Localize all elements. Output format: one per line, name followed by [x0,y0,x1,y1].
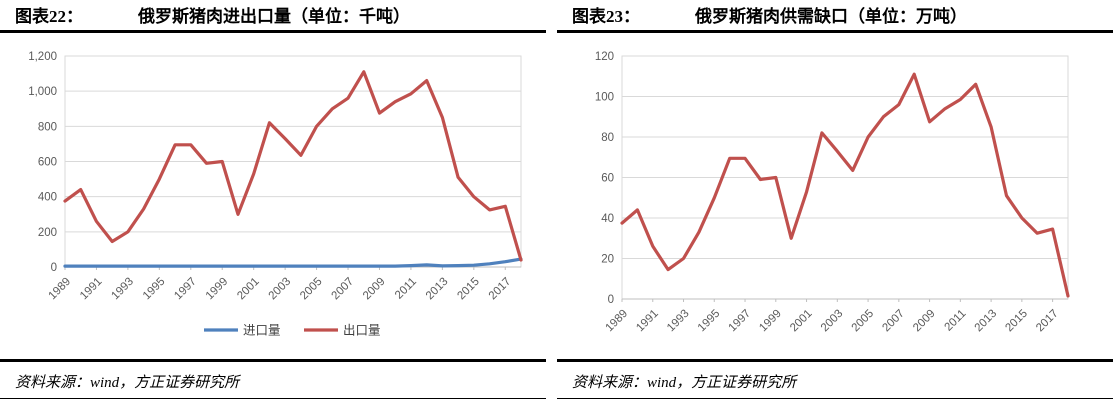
figure-panel-22: 图表22： 俄罗斯猪肉进出口量（单位：千吨） 0 200 400 600 800 1,00… [0,2,546,400]
source-row: 资料来源：wind，方正证券研究所 [557,359,1113,399]
x-tick-label: 2013 [973,308,1000,335]
y-tick-label: 40 [601,213,614,225]
figure-panel-23: 图表23： 俄罗斯猪肉供需缺口（单位：万吨） 0 20 40 60 80 100 120 19… [557,2,1113,400]
x-tick-label: 1991 [634,308,661,335]
x-tick-label: 2007 [880,308,907,335]
x-axis-ticks-and-labels: 1989 1991 1993 1995 1997 1999 2001 2003 2005 2007… [47,267,514,303]
x-tick-label: 1993 [109,276,136,303]
y-tick-label: 1,000 [28,86,57,98]
x-tick-label: 1997 [727,308,754,335]
y-tick-label: 60 [601,173,614,185]
figure-label: 图表22： [15,7,83,26]
legend-label: 进口量 [243,324,281,338]
x-tick-label: 1989 [47,276,74,303]
y-tick-label: 600 [38,157,57,169]
x-tick-label: 2017 [1034,308,1061,335]
x-tick-label: 2003 [267,276,294,303]
gridlines-and-yticks: 0 20 40 60 80 100 120 [595,51,1068,306]
x-tick-label: 2017 [487,276,514,303]
chart-title: 俄罗斯猪肉进出口量（单位：千吨） [138,7,410,26]
chart-area: 0 200 400 600 800 1,000 1,200 1989 1991 1993 1995 1… [0,33,546,359]
x-tick-label: 2005 [298,276,325,303]
x-tick-label: 2015 [455,276,482,303]
x-tick-label: 2009 [911,308,938,335]
y-tick-label: 120 [595,51,614,63]
x-axis-ticks-and-labels: 1989 1991 1993 1995 1997 1999 2001 2003 2005 2007… [604,299,1061,334]
x-tick-label: 1989 [604,308,631,335]
x-tick-label: 2001 [788,308,815,335]
x-tick-label: 2005 [850,308,877,335]
figure-header: 图表22： 俄罗斯猪肉进出口量（单位：千吨） [0,2,546,33]
series-line-进口量 [63,257,523,268]
series-line-出口量 [63,70,523,262]
y-tick-label: 400 [38,192,57,204]
x-tick-label: 2009 [361,276,388,303]
source-text: 资料来源：wind，方正证券研究所 [572,375,797,391]
legend: 进口量 出口量 [204,324,381,338]
y-tick-label: 800 [38,121,57,133]
chart-title: 俄罗斯猪肉供需缺口（单位：万吨） [695,7,967,26]
y-tick-label: 1,200 [28,51,57,63]
y-tick-label: 0 [51,262,57,274]
figure-label: 图表23： [572,7,640,26]
x-tick-label: 1991 [78,276,105,303]
x-tick-label: 2013 [424,276,451,303]
x-tick-label: 2001 [235,276,262,303]
x-tick-label: 1999 [757,308,784,335]
x-tick-label: 2003 [819,308,846,335]
x-tick-label: 2015 [1003,308,1030,335]
legend-label: 出口量 [343,324,381,338]
x-tick-label: 1999 [204,276,231,303]
x-tick-label: 1993 [665,308,692,335]
x-tick-label: 1995 [141,276,168,303]
y-tick-label: 20 [601,254,614,266]
chart-area: 0 20 40 60 80 100 120 1989 1991 1993 1995 1997 1999 2… [557,33,1113,359]
x-tick-label: 2011 [393,276,419,302]
figure-header: 图表23： 俄罗斯猪肉供需缺口（单位：万吨） [557,2,1113,33]
x-tick-label: 1995 [696,308,723,335]
x-tick-label: 2007 [330,276,357,303]
x-tick-label: 2011 [942,308,968,334]
source-text: 资料来源：wind，方正证券研究所 [15,375,240,391]
source-row: 资料来源：wind，方正证券研究所 [0,359,546,399]
series-line-供需缺口 [620,72,1070,298]
y-tick-label: 100 [595,92,614,104]
y-tick-label: 0 [608,294,614,306]
y-tick-label: 80 [601,132,614,144]
x-tick-label: 1997 [172,276,199,303]
y-tick-label: 200 [38,227,57,239]
